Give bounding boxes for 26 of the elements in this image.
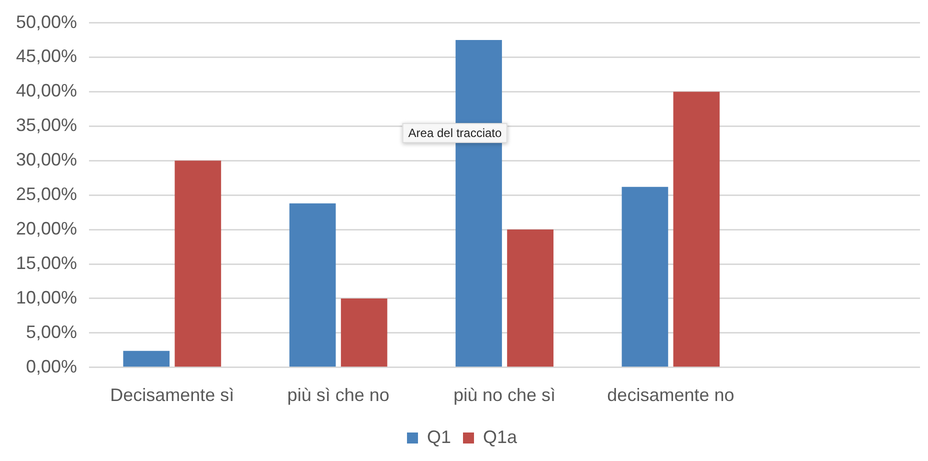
bar [673,92,720,367]
bar [622,186,668,367]
y-tick-label: 15,00% [16,252,78,273]
y-tick-label: 0,00% [26,356,78,376]
bar [174,160,222,367]
y-tick-label: 35,00% [16,115,78,136]
y-tick-label: 40,00% [16,80,78,101]
y-tick-label: 30,00% [16,150,78,170]
legend-label: Q1 [426,426,451,447]
annotation: Area del tracciato [402,123,508,143]
x-tick-label: più sì che no [287,385,390,406]
bar [289,203,336,367]
bar [123,350,170,367]
y-tick-label: 50,00% [16,12,78,32]
legend-label: Q1a [482,426,518,447]
y-tick-label: 5,00% [26,322,78,342]
y-tick-label: 45,00% [16,46,78,66]
bar [507,230,554,367]
x-tick-label: Decisamente sì [110,385,234,406]
y-tick-label: 25,00% [16,184,78,204]
y-tick-label: 20,00% [16,218,78,239]
x-tick-label: decisamente no [607,385,734,406]
x-tick-label: più no che sì [453,385,556,406]
y-tick-label: 10,00% [16,287,78,308]
bar [340,298,388,367]
bar [456,40,502,367]
